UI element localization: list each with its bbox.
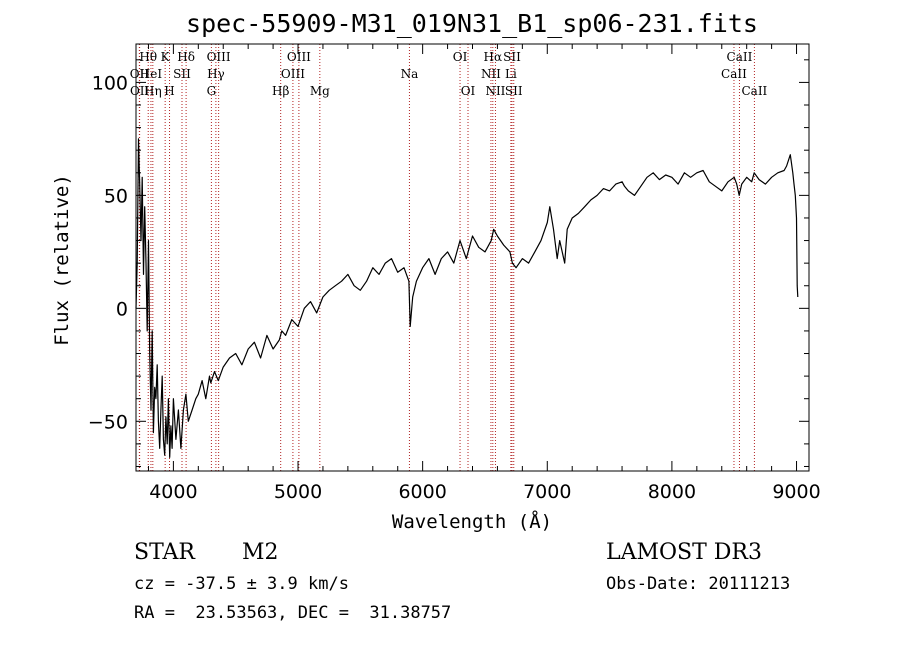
y-tick-label: 100 [92,72,128,94]
x-tick-label: 8000 [648,481,696,503]
spectral-line-label: Na [401,67,419,81]
y-tick-label: −50 [88,411,128,433]
x-tick-label: 6000 [398,481,446,503]
y-axis-ticks: −50 0 50 100 [88,59,809,467]
x-tick-label: 4000 [149,481,197,503]
spectral-line-label: Hη [144,84,162,98]
spectral-line-label: CaII [721,67,747,81]
spectral-line-label: CaII [727,50,753,64]
survey-name: LAMOST DR3 [606,540,762,565]
spectral-line-label: G [207,84,217,98]
spectral-line-label: Hγ [207,67,225,81]
spectral-line-label: HeI [140,67,163,81]
object-class: STAR [134,540,195,565]
x-axis-ticks: 4000 5000 6000 7000 8000 9000 [147,44,821,503]
spectral-line-label: SII [173,67,191,81]
x-axis-label: Wavelength (Å) [392,510,552,533]
spectral-line-label: Hα [484,50,503,64]
spectral-line-label: OIII [281,67,305,81]
redshift-readout: cz = -37.5 ± 3.9 km/s [134,574,349,594]
spectral-line-label: OII [130,67,150,81]
y-axis-label: Flux (relative) [51,174,73,346]
spectral-line-label: Li [505,67,517,81]
spectral-line-label: OIII [287,50,311,64]
spectral-line-label: K [161,50,171,64]
spectral-line-label: CaII [741,84,767,98]
spectral-line-label: SII [503,50,521,64]
x-tick-label: 9000 [772,481,820,503]
spectral-line-label: Hθ [139,50,157,64]
spectral-line-label: Hβ [272,84,289,98]
spectrum-line [135,138,799,458]
spectral-line-label: H [164,84,174,98]
chart-title: spec-55909-M31_019N31_B1_sp06-231.fits [186,9,758,38]
x-tick-label: 7000 [523,481,571,503]
spectral-line-label: NII [485,84,505,98]
spectral-line-label: OIII [207,50,231,64]
spectral-line-markers [138,44,755,471]
spectral-line-label: OII [130,84,150,98]
spectral-line-label: OI [453,50,468,64]
y-tick-label: 0 [116,298,128,320]
plot-frame [135,43,810,472]
coordinates: RA = 23.53563, DEC = 31.38757 [134,603,452,623]
x-tick-label: 5000 [274,481,322,503]
spectral-line-label: NII [481,67,501,81]
object-subclass: M2 [242,540,279,565]
spectral-line-label: Hδ [177,50,195,64]
spectrum-series [135,138,799,458]
y-tick-label: 50 [104,185,128,207]
spectral-line-label: OI [461,84,476,98]
spectral-line-label: SII [505,84,523,98]
spectral-line-label: Mg [310,84,330,98]
obs-date: Obs-Date: 20111213 [606,574,791,594]
